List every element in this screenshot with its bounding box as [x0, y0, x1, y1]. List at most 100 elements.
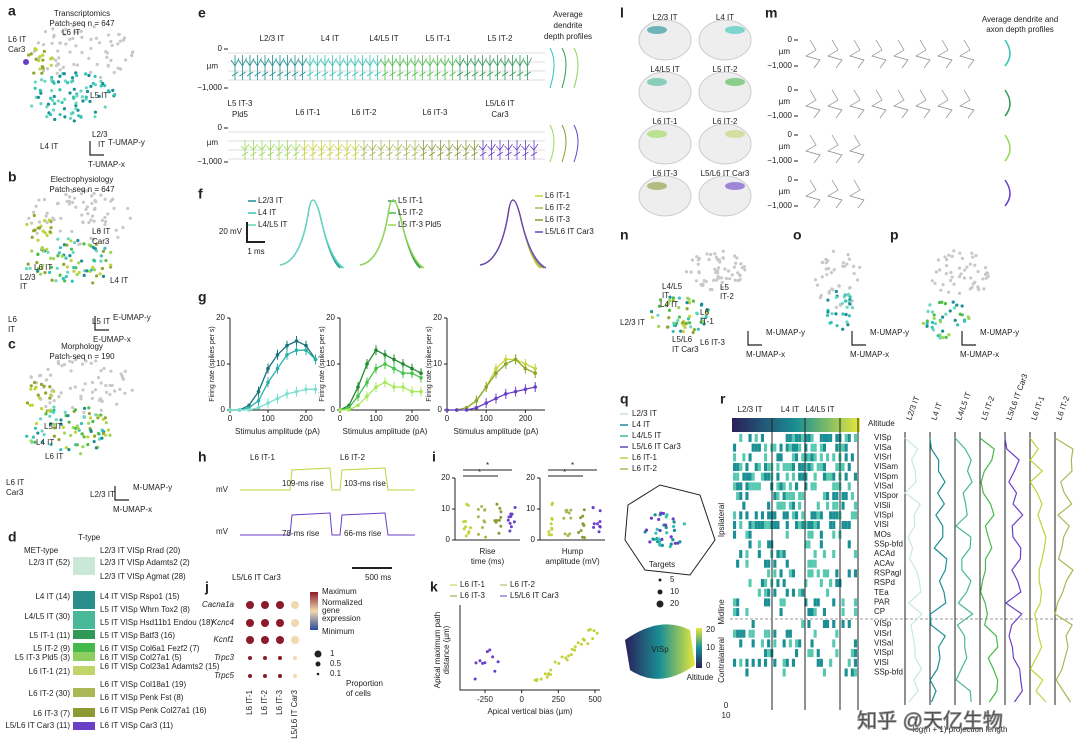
- point: [504, 392, 508, 396]
- heat-cell: [776, 453, 780, 462]
- legend-label: Minimum: [322, 627, 355, 636]
- heat-cell: [822, 620, 826, 628]
- cell-dot: [950, 275, 954, 279]
- cell-dot: [668, 544, 672, 549]
- cluster-label: L6 IT-3: [700, 338, 725, 347]
- cell-dot: [513, 505, 517, 509]
- cell-dot: [71, 36, 75, 41]
- colorbar-title: Altitude: [687, 673, 714, 682]
- heat-cell: [751, 658, 755, 667]
- heat-cell: [788, 482, 792, 491]
- x-axis-label: log(n + 1) projection length: [913, 725, 1008, 734]
- cell-dot: [76, 30, 80, 35]
- row-label: TEa: [874, 588, 889, 597]
- cell-dot: [90, 396, 94, 400]
- cell-dot: [661, 511, 666, 516]
- heat-cell: [810, 530, 814, 539]
- panel-subtitle: Patch-seq n = 647: [49, 19, 115, 28]
- cell-dot: [36, 95, 40, 99]
- cell-dot: [689, 270, 693, 274]
- point: [392, 357, 396, 362]
- cluster-label: L4 IT: [660, 300, 678, 309]
- cell-dot: [495, 518, 499, 522]
- met-type: L5 IT-1 (11): [29, 631, 70, 640]
- heat-cell: [785, 658, 789, 667]
- x-tick-label: 0: [228, 414, 233, 423]
- cell-dot: [84, 207, 88, 212]
- cell-dot: [64, 192, 68, 197]
- cluster-label: Car3: [92, 237, 110, 246]
- profile-title: depth profiles: [544, 32, 592, 41]
- heat-cell: [832, 482, 836, 491]
- heat-cell: [776, 492, 780, 501]
- row-label: VISl: [874, 658, 889, 667]
- heat-cell: [739, 434, 743, 442]
- cell-dot: [36, 267, 40, 271]
- cell-dot: [508, 529, 512, 533]
- heat-cell: [841, 492, 845, 501]
- cell-dot: [687, 301, 692, 305]
- type-bar: [73, 557, 95, 575]
- heat-cell: [754, 463, 758, 472]
- heat-cell: [785, 443, 789, 452]
- cell-dot: [949, 270, 953, 275]
- cell-dot: [68, 91, 72, 95]
- cell-dot: [50, 41, 54, 46]
- sig-bracket: [463, 469, 512, 477]
- cell-dot: [99, 259, 103, 263]
- series-line: [339, 363, 422, 411]
- point: [356, 385, 360, 389]
- heat-cell: [816, 569, 820, 578]
- cell-dot: [99, 397, 103, 401]
- type-label: L4 IT: [321, 34, 339, 43]
- panel-letter: m: [765, 5, 777, 21]
- cell-dot: [46, 102, 51, 106]
- point: [256, 389, 261, 394]
- heat-cell: [757, 521, 761, 530]
- cell-dot: [100, 428, 104, 432]
- cell-dot: [89, 37, 93, 42]
- cluster-label: L5 IT: [90, 91, 108, 100]
- heat-cell: [767, 540, 771, 549]
- heat-cell: [773, 511, 777, 520]
- cell-dot: [945, 257, 949, 262]
- x-axis-label: amplitude (mV): [545, 557, 600, 566]
- cell-dot: [700, 316, 704, 320]
- gene-label: Kcnc4: [212, 618, 235, 627]
- cell-dot: [23, 59, 29, 65]
- cell-dot: [937, 300, 942, 305]
- trace-label: 103-ms rise: [344, 479, 386, 488]
- heat-cell: [773, 559, 777, 568]
- y-tick-label: 20: [526, 473, 535, 482]
- cell-dot: [842, 295, 846, 299]
- cell-dot: [81, 388, 85, 392]
- cell-dot: [80, 259, 84, 263]
- cell-dot: [42, 197, 47, 202]
- cell-dot: [72, 87, 76, 91]
- t-type: L6 IT VISp Col6a1 Fezf2 (7): [100, 644, 200, 653]
- cell-dot: [109, 369, 113, 373]
- point: [347, 408, 351, 412]
- cell-dot: [28, 266, 32, 270]
- heat-cell: [785, 434, 789, 442]
- cell-dot: [55, 266, 59, 270]
- legend-label: 10: [670, 587, 679, 596]
- cell-dot: [56, 99, 60, 103]
- heat-cell: [779, 608, 783, 617]
- cell-dot: [36, 431, 40, 435]
- cell-dot: [52, 94, 56, 99]
- heat-cell: [773, 639, 777, 648]
- cell-dot: [106, 428, 111, 432]
- cell-dot: [960, 313, 964, 317]
- cell-dot: [579, 516, 583, 520]
- heat-cell: [829, 511, 833, 520]
- heat-cell: [813, 482, 817, 491]
- heat-cell: [835, 511, 839, 520]
- type-label: L6 IT-2: [352, 108, 377, 117]
- neuron: [529, 140, 539, 160]
- cell-dot: [720, 285, 725, 289]
- point: [285, 392, 289, 396]
- heat-cell: [804, 521, 808, 530]
- cell-dot: [705, 252, 709, 256]
- x-axis-label: Rise: [479, 547, 496, 556]
